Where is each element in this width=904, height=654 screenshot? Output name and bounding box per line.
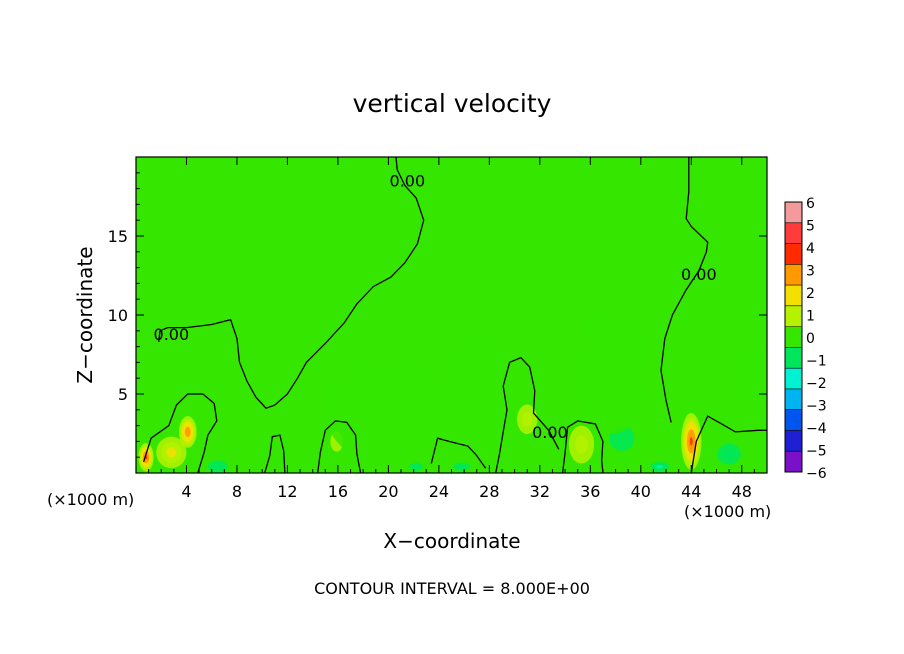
shading-layer (138, 307, 767, 473)
x-tick-label-24: 24 (429, 482, 449, 501)
colorbar-swatch-0 (785, 326, 802, 348)
shading-blob-9 (723, 448, 736, 460)
shading-blob-11 (438, 330, 515, 458)
colorbar-label-4: 4 (806, 241, 815, 257)
zero-contour-left (158, 157, 425, 409)
x-tick-label-12: 12 (277, 482, 297, 501)
colorbar-label-5: 5 (806, 219, 815, 235)
y-tick-label-10: 10 (108, 306, 128, 325)
y-tick-label-15: 15 (108, 227, 128, 246)
shading-blob-5 (575, 435, 588, 455)
contour-label-1: 0.00 (390, 172, 426, 191)
contour-label-0: 0.00 (154, 325, 190, 344)
zero-contour-mid (495, 356, 560, 473)
x-tick-label-16: 16 (328, 482, 348, 501)
shading-blob-4 (522, 411, 533, 427)
zero-contour-bump-10 (264, 434, 286, 473)
contour-lines: 0.00 0.00 0.00 0.00 (142, 157, 767, 473)
y-axis-label: Z−coordinate (73, 246, 97, 383)
zero-contour-bump-24 (430, 437, 487, 469)
x-tick-label-44: 44 (681, 482, 701, 501)
plot-area: 0.000.000.000.00 4 8 12 16 20 24 28 32 36 40 44 485… (108, 156, 768, 501)
y-tick-label-5: 5 (118, 385, 128, 404)
contour-label-2: 0.00 (681, 265, 717, 284)
zero-contour-bump-14 (317, 420, 362, 473)
colorbar-swatch-3 (785, 264, 802, 286)
colorbar-swatch-6 (785, 202, 802, 224)
colorbar-label--2: −2 (806, 376, 827, 392)
shading-blob-15 (412, 464, 420, 469)
colorbar: 6 5 4 3 2 1 0 −1 −2 −3 −4 −5 −6 (784, 196, 827, 482)
x-tick-label-20: 20 (378, 482, 398, 501)
colorbar-label-2: 2 (806, 286, 815, 302)
colorbar-swatch--3 (785, 388, 802, 411)
colorbar-swatch--1 (785, 347, 802, 369)
colorbar-label-3: 3 (806, 264, 815, 280)
shading-blob-3 (689, 437, 693, 446)
colorbar-swatch-2 (785, 285, 802, 307)
shading-blob-14 (457, 464, 466, 469)
colorbar-swatch-5 (785, 222, 802, 245)
contour-interval-note: CONTOUR INTERVAL = 8.000E+00 (314, 579, 590, 598)
colorbar-label--5: −5 (806, 444, 827, 460)
colorbar-label-1: 1 (806, 309, 815, 325)
shading-blob-1 (186, 429, 190, 435)
colorbar-label--3: −3 (806, 399, 827, 415)
shading-blob-7 (732, 335, 767, 406)
x-tick-label-40: 40 (631, 482, 651, 501)
shading-blob-16 (212, 463, 224, 470)
x-tick-label-48: 48 (732, 482, 752, 501)
colorbar-swatch-1 (785, 305, 802, 328)
zero-contour-left-bottom (142, 393, 218, 473)
shading-blob-13 (656, 465, 663, 469)
colorbar-swatch--5 (785, 430, 802, 452)
zero-contour-right-bottom (690, 415, 767, 473)
colorbar-label-0: 0 (806, 331, 815, 347)
x-tick-label-4: 4 (181, 482, 191, 501)
colorbar-swatch-4 (785, 243, 802, 265)
zero-contour-bump-35 (561, 420, 604, 473)
chart-title: vertical velocity (353, 89, 552, 118)
colorbar-swatch--4 (785, 409, 802, 431)
colorbar-label--1: −1 (806, 354, 827, 370)
x-tick-label-36: 36 (580, 482, 600, 501)
colorbar-label--6: −6 (806, 466, 827, 482)
x-unit-label-right: (×1000 m) (684, 502, 771, 521)
colorbar-swatch--6 (785, 451, 802, 473)
shading-blob-10 (325, 354, 452, 466)
contour-label-3: 0.00 (532, 423, 568, 442)
zero-contour-right (660, 157, 709, 423)
colorbar-label-6: 6 (806, 196, 815, 212)
colorbar-swatch--2 (785, 368, 802, 390)
x-unit-label-left: (×1000 m) (47, 490, 134, 509)
x-axis-label: X−coordinate (383, 529, 520, 553)
shading-blob-2 (166, 447, 177, 458)
x-tick-label-32: 32 (530, 482, 550, 501)
x-tick-label-28: 28 (479, 482, 499, 501)
colorbar-label--4: −4 (806, 421, 827, 437)
x-tick-label-8: 8 (232, 482, 242, 501)
shading-blob-12 (575, 307, 651, 434)
